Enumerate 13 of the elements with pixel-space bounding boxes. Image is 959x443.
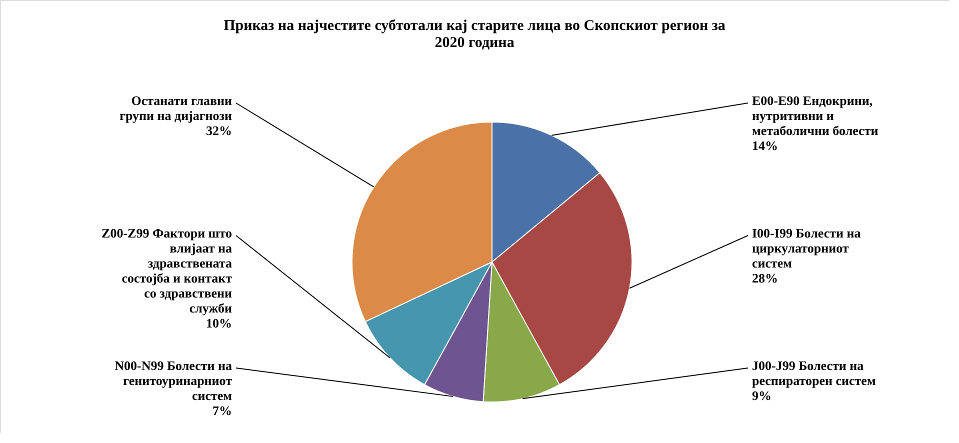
slice-label: Z00-Z99 Фактори што влијаат на здравствената состојба и контакт со здравствени служби xyxy=(102,226,233,316)
data-label: 10% xyxy=(206,316,232,330)
slice-label: Останати главни групи на дијагнози xyxy=(120,93,233,123)
data-label: 32% xyxy=(206,123,232,138)
slice-label: I00-I99 Болести на циркулаторниот систем xyxy=(752,226,862,270)
data-label: 14% xyxy=(752,138,778,153)
chart-title: Приказ на најчестите субтотали кај старите лица во Скопскиот регион за 2020 година xyxy=(224,18,726,51)
slice-label: N00-N99 Болести на генитоуринарниот систем xyxy=(114,358,233,403)
data-label: 7% xyxy=(212,403,232,418)
data-label: 9% xyxy=(752,388,772,403)
slice-label: J00-J99 Болести на респираторен систем xyxy=(752,358,876,388)
slice-label: E00-E90 Ендокрини, нутритивни и метаболични болести xyxy=(752,93,879,138)
data-label: 28% xyxy=(752,270,778,286)
